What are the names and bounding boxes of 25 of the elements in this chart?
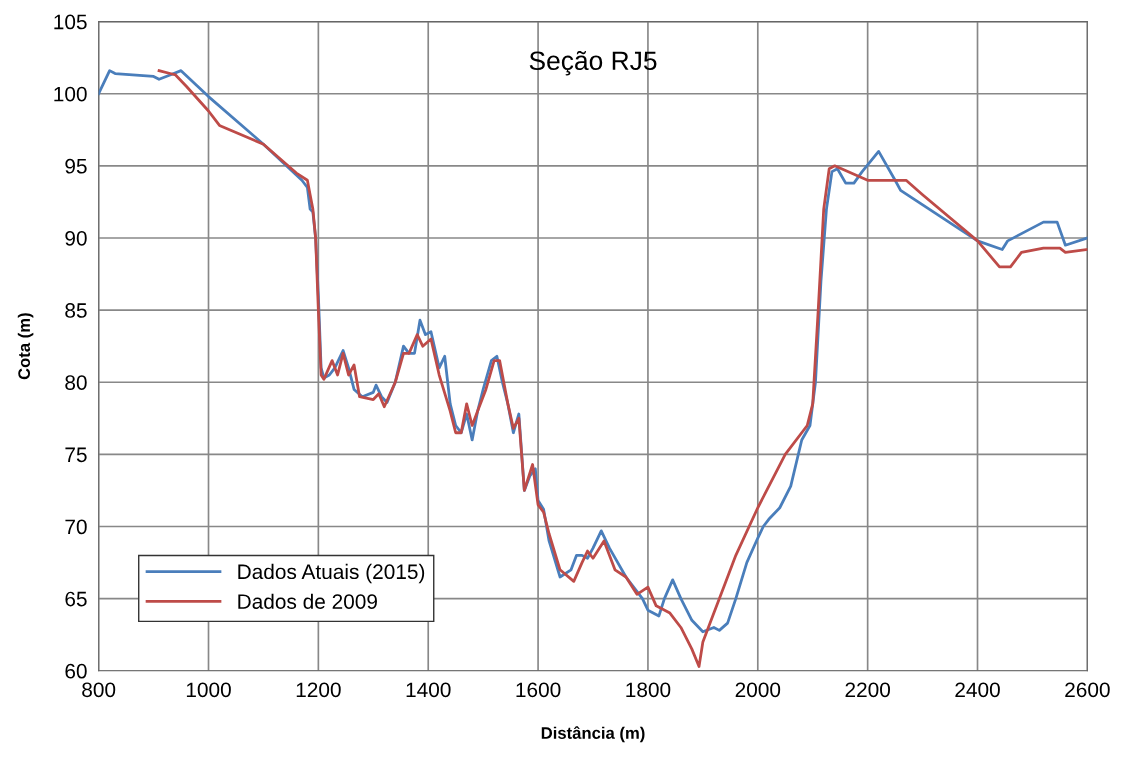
y-tick-label: 60 — [65, 663, 87, 679]
x-tick-label: 1000 — [186, 682, 231, 698]
x-tick-label: 2000 — [735, 682, 781, 698]
legend-label: Dados de 2009 — [238, 593, 377, 609]
y-tick-label: 95 — [65, 158, 87, 174]
x-tick-label: 800 — [82, 682, 116, 698]
y-axis-title: Cota (m) — [17, 313, 34, 380]
text: Seção RJ5 — [529, 50, 657, 76]
y-tick-label: 70 — [65, 519, 87, 535]
y-tick-label: 105 — [54, 14, 87, 30]
x-tick-label: 2200 — [845, 682, 891, 698]
x-tick-label: 1800 — [626, 682, 671, 698]
y-tick-label: 80 — [65, 375, 87, 390]
x-tick-label: 2400 — [955, 682, 1000, 698]
y-tick-label: 75 — [65, 447, 87, 463]
y-tick-label: 100 — [54, 86, 87, 102]
x-axis-title: Distância (m) — [541, 726, 645, 743]
x-tick-label: 1200 — [296, 682, 341, 698]
y-tick-label: 85 — [65, 303, 87, 318]
x-tick-label: 2600 — [1065, 682, 1110, 698]
y-tick-label: 65 — [65, 591, 87, 607]
x-tick-label: 1400 — [406, 682, 451, 698]
legend-label: Dados Atuais (2015) — [238, 563, 425, 584]
y-tick-label: 90 — [65, 230, 87, 246]
x-tick-label: 1600 — [516, 682, 561, 698]
